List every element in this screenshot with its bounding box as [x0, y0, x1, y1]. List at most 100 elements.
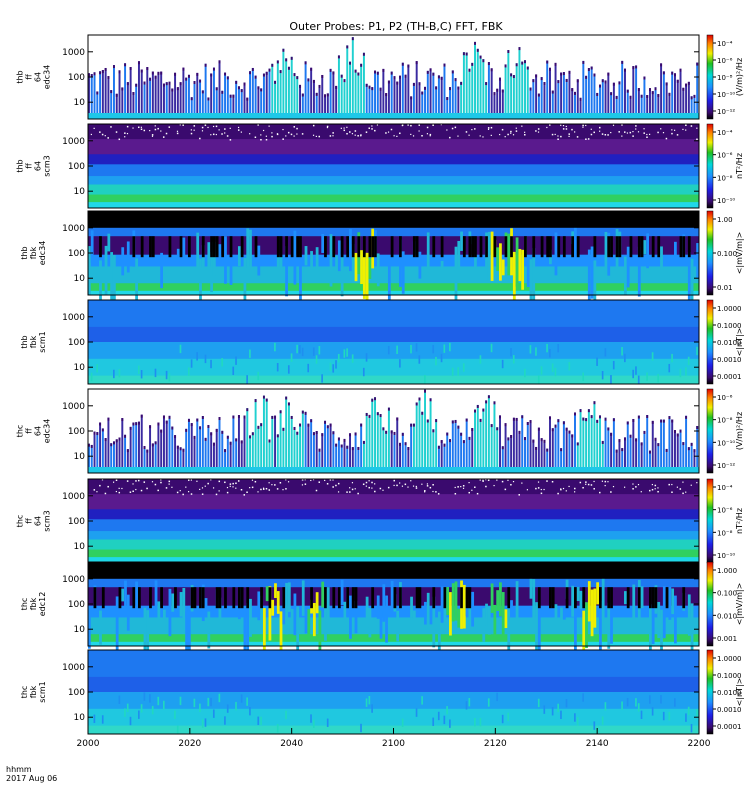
y-axis-label: 64 — [34, 516, 43, 526]
colorbar-tick-label: 0.0100 — [717, 689, 742, 697]
y-axis-label: thc — [20, 598, 29, 611]
y-tick-label: 100 — [68, 600, 85, 610]
y-axis-label: thc — [16, 515, 25, 528]
colorbar-tick-label: 0.0100 — [717, 339, 742, 347]
y-axis-label: scm1 — [38, 331, 47, 352]
y-tick-label: 10 — [74, 452, 86, 462]
colorbar-tick-label: 0.100 — [717, 250, 737, 258]
spectrogram-panel: 1000 100 10 thc fbk edc12 1.000 0.100 0.010 0.001… — [20, 561, 744, 664]
colorbar — [706, 210, 714, 296]
y-axis-label: thb — [16, 70, 25, 83]
y-tick-label: 10 — [74, 187, 86, 197]
x-tick-label: 2100 — [382, 739, 405, 749]
y-axis-label: thc — [20, 686, 29, 699]
spectrogram-plot-area — [88, 479, 699, 564]
colorbar-tick-label: 10⁻⁴ — [717, 40, 733, 48]
y-tick-label: 1000 — [62, 137, 85, 147]
colorbar-label: nT²/Hz — [735, 508, 744, 534]
colorbar-tick-label: 1.00 — [717, 216, 733, 224]
colorbar-tick-label: 1.000 — [717, 567, 737, 575]
spectrogram-panel: 1000 100 10 thc ff 64 edc34 10⁻⁶ 10⁻⁸ 10⁻¹⁰ 10⁻¹² (… — [16, 388, 744, 474]
y-axis-label: ff — [25, 518, 34, 524]
chart-title: Outer Probes: P1, P2 (TH-B,C) FFT, FBK — [289, 20, 503, 33]
colorbar — [706, 561, 714, 647]
x-tick-label: 2120 — [484, 739, 507, 749]
colorbar-tick-label: 10⁻⁸ — [717, 417, 733, 425]
colorbar-label: (V/m)²/Hz — [735, 58, 744, 96]
y-axis-label: edc12 — [38, 592, 47, 617]
y-tick-label: 10 — [74, 363, 86, 373]
colorbar-tick-label: 10⁻¹⁰ — [717, 552, 735, 560]
spectrogram-plot-area — [88, 389, 699, 473]
y-tick-label: 100 — [68, 249, 85, 259]
y-tick-label: 1000 — [62, 313, 85, 323]
colorbar-tick-label: 10⁻¹⁰ — [717, 439, 735, 447]
y-axis-label: scm1 — [38, 681, 47, 702]
colorbar-tick-label: 0.0001 — [717, 373, 742, 381]
y-axis-label: ff — [25, 163, 34, 169]
colorbar-tick-label: 0.0001 — [717, 723, 742, 731]
y-axis-label: 64 — [34, 161, 43, 171]
colorbar — [706, 649, 714, 735]
colorbar-tick-label: 10⁻⁶ — [717, 57, 733, 65]
x-tick-label: 2040 — [280, 739, 303, 749]
colorbar-tick-label: 1.0000 — [717, 655, 742, 663]
colorbar-tick-label: 10⁻⁴ — [717, 484, 733, 492]
colorbar-tick-label: 10⁻⁶ — [717, 152, 733, 160]
date-label: 2017 Aug 06 — [6, 774, 57, 783]
colorbar-tick-label: 0.100 — [717, 590, 737, 598]
y-tick-label: 100 — [68, 338, 85, 348]
colorbar-tick-label: 1.0000 — [717, 305, 742, 313]
colorbar-tick-label: 0.0010 — [717, 356, 742, 364]
colorbar-label: <|mV/m|> — [735, 583, 744, 626]
x-tick-label: 2200 — [688, 739, 711, 749]
y-tick-label: 1000 — [62, 492, 85, 502]
spectrogram-panel: 1000 100 10 thb fbk edc34 1.00 0.100 0.01 <|mV/m|… — [20, 210, 744, 313]
colorbar — [706, 299, 714, 385]
y-axis-label: thc — [16, 425, 25, 438]
y-tick-label: 10 — [74, 542, 86, 552]
x-tick-label: 2020 — [178, 739, 201, 749]
spectrogram-plot-area — [88, 211, 699, 313]
x-tick-label: 2000 — [77, 739, 100, 749]
y-axis-label: fbk — [29, 335, 38, 348]
colorbar-tick-label: 10⁻⁸ — [717, 529, 733, 537]
colorbar-tick-label: 0.1000 — [717, 672, 742, 680]
colorbar-tick-label: 10⁻⁴ — [717, 129, 733, 137]
colorbar-label: (V/m)²/Hz — [735, 412, 744, 450]
colorbar-tick-label: 0.1000 — [717, 322, 742, 330]
spectrogram-plot-area — [88, 35, 699, 119]
y-axis-label: edc34 — [43, 419, 52, 444]
colorbar-tick-label: 10⁻¹² — [717, 462, 735, 470]
colorbar-label: nT²/Hz — [735, 153, 744, 179]
y-axis-label: thb — [20, 335, 29, 348]
y-tick-label: 1000 — [62, 575, 85, 585]
y-axis-label: 64 — [34, 72, 43, 82]
y-axis-label: fbk — [29, 246, 38, 259]
y-tick-label: 10 — [74, 98, 86, 108]
y-tick-label: 100 — [68, 162, 85, 172]
colorbar-tick-label: 0.0010 — [717, 706, 742, 714]
y-tick-label: 100 — [68, 688, 85, 698]
time-label: hhmm — [6, 765, 32, 774]
spectrogram-panel: 1000 100 10 thb ff 64 scm3 10⁻⁴ 10⁻⁶ 10⁻⁸ 10⁻¹⁰ nT²… — [16, 123, 744, 209]
colorbar-tick-label: 10⁻¹⁰ — [717, 91, 735, 99]
colorbar-tick-label: 0.001 — [717, 635, 737, 643]
colorbar-tick-label: 10⁻¹⁰ — [717, 197, 735, 205]
y-tick-label: 10 — [74, 274, 86, 284]
y-tick-label: 100 — [68, 517, 85, 527]
colorbar — [706, 123, 714, 209]
spectrogram-panel: 1000 100 10 thb ff 64 edc34 10⁻⁴ 10⁻⁶ 10⁻⁸ 10⁻¹⁰ 10… — [16, 34, 744, 120]
spectrogram-plot-area — [88, 124, 699, 209]
colorbar-tick-label: 0.010 — [717, 612, 737, 620]
y-axis-label: ff — [25, 74, 34, 80]
y-tick-label: 10 — [74, 713, 86, 723]
y-axis-label: fbk — [29, 685, 38, 698]
spectrogram-plot-area — [88, 650, 699, 735]
colorbar-tick-label: 10⁻⁶ — [717, 394, 733, 402]
y-axis-label: scm3 — [43, 510, 52, 531]
colorbar — [706, 34, 714, 120]
y-axis-label: thb — [16, 159, 25, 172]
y-tick-label: 1000 — [62, 224, 85, 234]
